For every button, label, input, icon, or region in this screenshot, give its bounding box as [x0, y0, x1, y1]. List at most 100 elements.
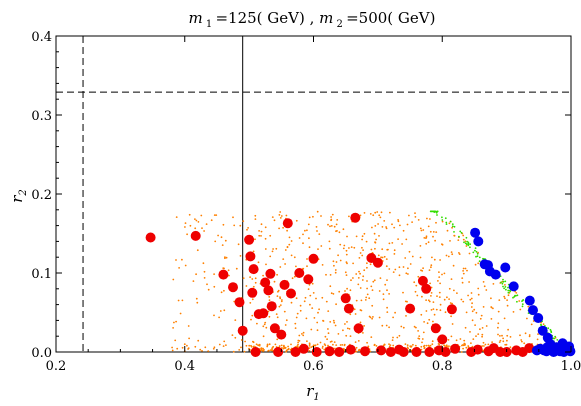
orange-dot [283, 346, 286, 348]
orange-dot [429, 230, 432, 233]
orange-dot [415, 284, 418, 287]
orange-dot [352, 262, 354, 265]
orange-dot [536, 338, 539, 341]
red-point [273, 347, 284, 357]
red-point [276, 329, 287, 340]
orange-dot [404, 257, 407, 259]
green-dot [505, 288, 507, 291]
green-dot [449, 220, 452, 223]
orange-dot [250, 318, 252, 321]
green-dot [552, 337, 555, 340]
orange-dot [443, 272, 446, 275]
orange-dot [268, 299, 271, 302]
orange-dot [372, 214, 375, 217]
orange-dot [225, 256, 228, 259]
orange-dot [520, 339, 523, 341]
orange-dot [293, 275, 296, 278]
orange-dot [318, 233, 321, 236]
orange-dot [383, 255, 386, 258]
orange-dot [417, 330, 419, 332]
orange-dot [245, 344, 248, 347]
orange-dot [268, 315, 271, 318]
orange-dot [290, 301, 293, 304]
orange-dot [213, 285, 216, 288]
orange-dot [417, 219, 420, 221]
orange-dot [443, 344, 445, 347]
orange-dot [366, 293, 369, 296]
orange-dot [450, 251, 453, 254]
red-point [372, 257, 383, 268]
orange-dot [477, 293, 480, 296]
orange-dot [206, 283, 208, 286]
orange-dot [313, 317, 316, 319]
orange-dot [537, 333, 539, 335]
orange-dot [490, 297, 492, 300]
orange-dot [519, 334, 521, 337]
orange-dot [530, 323, 533, 326]
orange-dot [498, 341, 501, 343]
orange-dot [201, 350, 203, 352]
orange-dot [371, 289, 374, 291]
orange-dot [407, 347, 409, 350]
orange-dot [472, 338, 475, 340]
orange-dot [445, 344, 448, 347]
orange-dot [271, 216, 274, 219]
orange-dot [482, 281, 485, 283]
green-dot [451, 223, 454, 226]
orange-dot [224, 256, 226, 258]
green-dot [475, 250, 478, 253]
orange-dot [487, 343, 490, 346]
orange-dot [333, 321, 336, 324]
orange-dot [329, 285, 332, 288]
orange-dot [386, 289, 388, 292]
green-dot [430, 210, 432, 213]
orange-dot [447, 339, 450, 341]
green-dot [507, 291, 510, 294]
orange-dot [361, 246, 363, 249]
orange-dot [444, 311, 447, 314]
orange-dot [181, 299, 184, 302]
orange-dot [345, 334, 348, 337]
orange-dot [265, 326, 268, 329]
green-dot [467, 242, 470, 245]
orange-dot [461, 277, 464, 279]
orange-dot [430, 295, 432, 297]
orange-dot [363, 325, 365, 327]
orange-dot [461, 344, 463, 347]
red-point [279, 279, 290, 290]
orange-dot [342, 247, 345, 250]
orange-dot [329, 341, 332, 343]
orange-dot [504, 284, 506, 286]
orange-dot [357, 283, 360, 286]
orange-dot [373, 279, 376, 282]
orange-dot [366, 287, 368, 290]
orange-dot [330, 216, 332, 218]
orange-dot [439, 303, 442, 306]
orange-dot [308, 344, 311, 347]
orange-dot [253, 345, 255, 348]
green-dot [521, 300, 523, 302]
orange-dot [369, 263, 372, 266]
orange-dot [480, 314, 483, 317]
orange-dot [312, 292, 315, 294]
orange-dot [272, 248, 274, 250]
orange-dot [327, 328, 329, 330]
orange-dot [227, 269, 230, 272]
orange-dot [404, 343, 407, 345]
x-tick-label: 0.2 [46, 359, 67, 374]
orange-dot [352, 277, 354, 279]
red-point [411, 347, 422, 357]
orange-dot [450, 335, 453, 338]
orange-dot [290, 254, 293, 257]
green-dot [507, 289, 510, 292]
orange-dot [284, 263, 286, 265]
orange-dot [398, 274, 401, 277]
orange-dot [449, 240, 451, 242]
red-point [218, 269, 229, 280]
orange-dot [335, 344, 338, 346]
green-dot [550, 330, 552, 332]
orange-dot [425, 236, 428, 239]
orange-dot [287, 345, 289, 348]
green-dot [500, 281, 502, 284]
orange-dot [475, 335, 477, 337]
